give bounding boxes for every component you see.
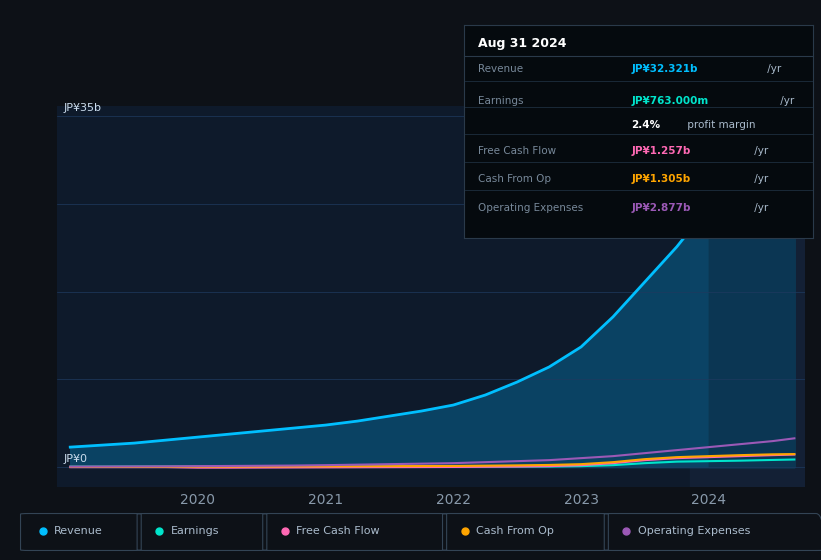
Text: Revenue: Revenue: [478, 63, 523, 73]
Text: Cash From Op: Cash From Op: [476, 526, 554, 536]
Text: JP¥32.321b: JP¥32.321b: [631, 63, 698, 73]
Text: 2.4%: 2.4%: [631, 120, 660, 130]
Text: profit margin: profit margin: [685, 120, 756, 130]
Text: Free Cash Flow: Free Cash Flow: [296, 526, 380, 536]
Text: JP¥2.877b: JP¥2.877b: [631, 203, 690, 213]
Text: JP¥0: JP¥0: [64, 454, 88, 464]
Text: /yr: /yr: [750, 203, 768, 213]
Text: Earnings: Earnings: [171, 526, 219, 536]
Text: JP¥1.305b: JP¥1.305b: [631, 174, 690, 184]
Text: /yr: /yr: [777, 96, 795, 106]
Text: JP¥763.000m: JP¥763.000m: [631, 96, 709, 106]
Text: Free Cash Flow: Free Cash Flow: [478, 147, 556, 156]
Text: JP¥35b: JP¥35b: [64, 104, 102, 114]
Text: /yr: /yr: [764, 63, 782, 73]
Text: /yr: /yr: [750, 174, 768, 184]
Text: Cash From Op: Cash From Op: [478, 174, 551, 184]
Text: Earnings: Earnings: [478, 96, 523, 106]
Text: Operating Expenses: Operating Expenses: [638, 526, 750, 536]
Text: Operating Expenses: Operating Expenses: [478, 203, 583, 213]
Text: JP¥1.257b: JP¥1.257b: [631, 147, 690, 156]
Text: /yr: /yr: [750, 147, 768, 156]
Text: Aug 31 2024: Aug 31 2024: [478, 37, 566, 50]
Bar: [690, 106, 821, 487]
Text: Revenue: Revenue: [54, 526, 103, 536]
